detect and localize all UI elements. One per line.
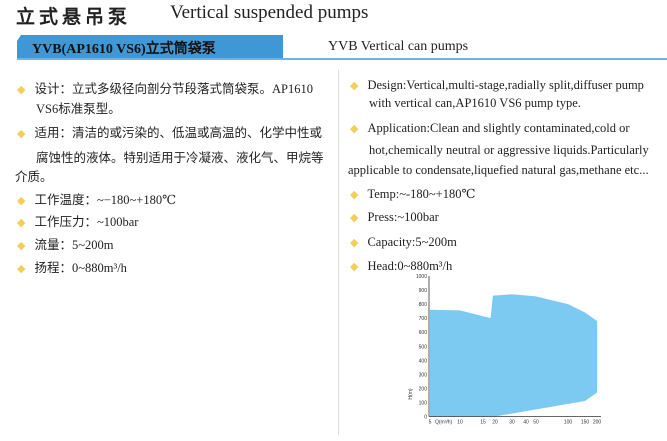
y-tick-label: 100 bbox=[419, 400, 428, 406]
spec-cn-line: ◆ 流量：5~200m bbox=[17, 234, 113, 253]
spec-text: Temp:~-180~+180℃ bbox=[367, 187, 476, 201]
y-tick-label: 600 bbox=[419, 330, 428, 336]
x-tick-label: 200 bbox=[593, 420, 602, 426]
spec-cn-line: VS6标准泵型。 bbox=[36, 98, 121, 117]
diamond-bullet-icon: ◆ bbox=[17, 128, 26, 140]
page-title-cn: 立式悬吊泵 bbox=[16, 6, 132, 28]
diamond-bullet-icon: ◆ bbox=[350, 189, 359, 201]
spec-en-line: ◆ Temp:~-180~+180℃ bbox=[350, 186, 475, 202]
spec-text: 工作温度：~−180~+180℃ bbox=[34, 193, 177, 207]
coverage-area bbox=[430, 294, 597, 417]
spec-en-line: applicable to condensate,liquefied natur… bbox=[348, 163, 649, 178]
x-axis-label: Q(m³/h) bbox=[435, 420, 453, 426]
spec-cn-line: 腐蚀性的液体。特别适用于冷凝液、液化气、甲烷等 bbox=[36, 147, 324, 166]
spec-en-line: ◆ Head:0~880m³/h bbox=[350, 259, 452, 274]
spec-cn-line: ◆ 设计：立式多级径向剖分节段落式筒袋泵。AP1610 bbox=[17, 78, 313, 97]
spec-text: 扬程：0~880m³/h bbox=[34, 261, 127, 275]
spec-text: with vertical can,AP1610 VS6 pump type. bbox=[369, 96, 581, 110]
y-tick-label: 800 bbox=[419, 302, 428, 308]
spec-text: Press:~100bar bbox=[367, 210, 439, 224]
diamond-bullet-icon: ◆ bbox=[350, 237, 359, 249]
x-tick-label: 30 bbox=[509, 420, 515, 426]
section-rule bbox=[17, 58, 667, 60]
diamond-bullet-icon: ◆ bbox=[17, 217, 26, 229]
spec-en-line: ◆ Design:Vertical,multi-stage,radially sp… bbox=[350, 78, 644, 93]
spec-en-line: with vertical can,AP1610 VS6 pump type. bbox=[369, 96, 581, 111]
y-tick-label: 200 bbox=[419, 386, 428, 392]
diamond-bullet-icon: ◆ bbox=[17, 240, 26, 252]
diamond-bullet-icon: ◆ bbox=[17, 263, 26, 275]
spec-cn-line: ◆ 工作压力：~100bar bbox=[17, 211, 138, 230]
x-tick-label: 5 bbox=[429, 420, 432, 426]
spec-text: hot,chemically neutral or aggressive liq… bbox=[369, 143, 649, 157]
x-tick-label: 100 bbox=[564, 420, 573, 426]
diamond-bullet-icon: ◆ bbox=[17, 84, 26, 96]
x-tick-label: 20 bbox=[492, 420, 498, 426]
spec-text: Capacity:5~200m bbox=[367, 235, 457, 249]
y-tick-label: 700 bbox=[419, 316, 428, 322]
spec-text: applicable to condensate,liquefied natur… bbox=[348, 163, 649, 177]
spec-en-line: hot,chemically neutral or aggressive liq… bbox=[369, 143, 649, 158]
x-tick-label: 15 bbox=[480, 420, 486, 426]
x-tick-label: 10 bbox=[457, 420, 463, 426]
spec-text: 设计：立式多级径向剖分节段落式筒袋泵。AP1610 bbox=[34, 82, 313, 96]
x-tick-label: 40 bbox=[523, 420, 529, 426]
spec-en-line: ◆ Press:~100bar bbox=[350, 210, 439, 225]
section-banner bbox=[17, 35, 283, 59]
spec-cn-line: ◆ 扬程：0~880m³/h bbox=[17, 257, 127, 276]
spec-cn-line: ◆ 适用：清洁的或污染的、低温或高温的、化学中性或 bbox=[17, 122, 322, 141]
y-tick-label: 500 bbox=[419, 344, 428, 350]
diamond-bullet-icon: ◆ bbox=[350, 80, 359, 92]
diamond-bullet-icon: ◆ bbox=[350, 123, 359, 135]
spec-text: VS6标准泵型。 bbox=[36, 102, 121, 116]
y-tick-label: 1000 bbox=[416, 274, 427, 280]
spec-text: Head:0~880m³/h bbox=[367, 259, 453, 273]
spec-cn-line: 介质。 bbox=[15, 166, 53, 185]
spec-cn-line: ◆ 工作温度：~−180~+180℃ bbox=[17, 189, 176, 208]
section-title-cn: YVB(AP1610 VS6)立式筒袋泵 bbox=[32, 42, 216, 57]
spec-text: 介质。 bbox=[15, 170, 53, 184]
spec-text: 工作压力：~100bar bbox=[34, 215, 139, 229]
x-tick-label: 150 bbox=[581, 420, 590, 426]
y-axis-label: H(m) bbox=[408, 388, 414, 399]
spec-text: Design:Vertical,multi-stage,radially spl… bbox=[367, 78, 644, 92]
performance-chart: 0 100 200 300 400 500 600 700 800 900 1000 5 10 15 20 3… bbox=[408, 274, 602, 426]
y-tick-label: 900 bbox=[419, 288, 428, 294]
column-divider bbox=[338, 70, 339, 435]
page-title-en: Vertical suspended pumps bbox=[170, 2, 369, 23]
spec-en-line: ◆ Application:Clean and slightly contamin… bbox=[350, 121, 630, 136]
spec-text: 腐蚀性的液体。特别适用于冷凝液、液化气、甲烷等 bbox=[36, 151, 324, 165]
spec-text: Application:Clean and slightly contamina… bbox=[367, 121, 630, 135]
diamond-bullet-icon: ◆ bbox=[350, 212, 359, 224]
spec-text: 流量：5~200m bbox=[34, 238, 114, 252]
diamond-bullet-icon: ◆ bbox=[350, 261, 359, 273]
spec-text: 适用：清洁的或污染的、低温或高温的、化学中性或 bbox=[34, 126, 322, 140]
y-tick-label: 0 bbox=[424, 415, 427, 421]
y-tick-label: 300 bbox=[419, 372, 428, 378]
x-tick-label: 50 bbox=[533, 420, 539, 426]
y-tick-label: 400 bbox=[419, 358, 428, 364]
spec-en-line: ◆ Capacity:5~200m bbox=[350, 235, 457, 250]
diamond-bullet-icon: ◆ bbox=[17, 195, 26, 207]
section-title-en: YVB Vertical can pumps bbox=[328, 39, 469, 54]
